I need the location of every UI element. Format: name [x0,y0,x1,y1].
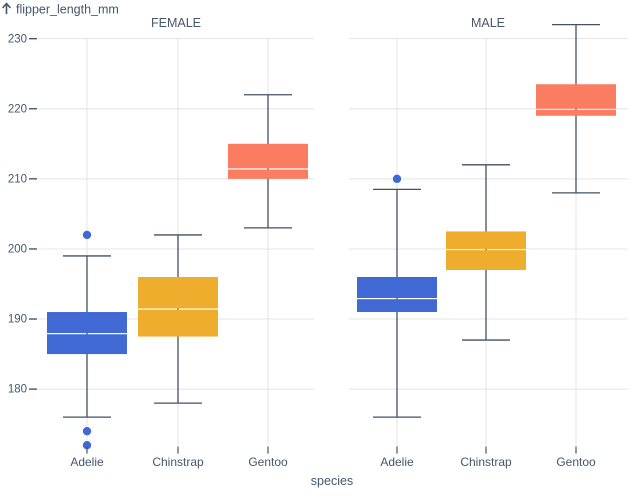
svg-text:Gentoo: Gentoo [556,455,596,469]
svg-text:190: 190 [8,314,27,326]
svg-text:MALE: MALE [471,16,505,30]
svg-text:Gentoo: Gentoo [248,455,288,469]
svg-text:210: 210 [8,174,27,186]
svg-text:180: 180 [8,384,27,396]
svg-text:Chinstrap: Chinstrap [460,455,512,469]
svg-text:Chinstrap: Chinstrap [152,455,204,469]
svg-text:Adelie: Adelie [70,455,104,469]
svg-text:species: species [311,474,353,488]
svg-text:flipper_length_mm: flipper_length_mm [16,3,119,17]
svg-text:FEMALE: FEMALE [151,16,201,30]
svg-text:Adelie: Adelie [380,455,414,469]
svg-text:230: 230 [8,34,27,46]
svg-text:220: 220 [8,104,27,116]
svg-text:200: 200 [8,244,27,256]
